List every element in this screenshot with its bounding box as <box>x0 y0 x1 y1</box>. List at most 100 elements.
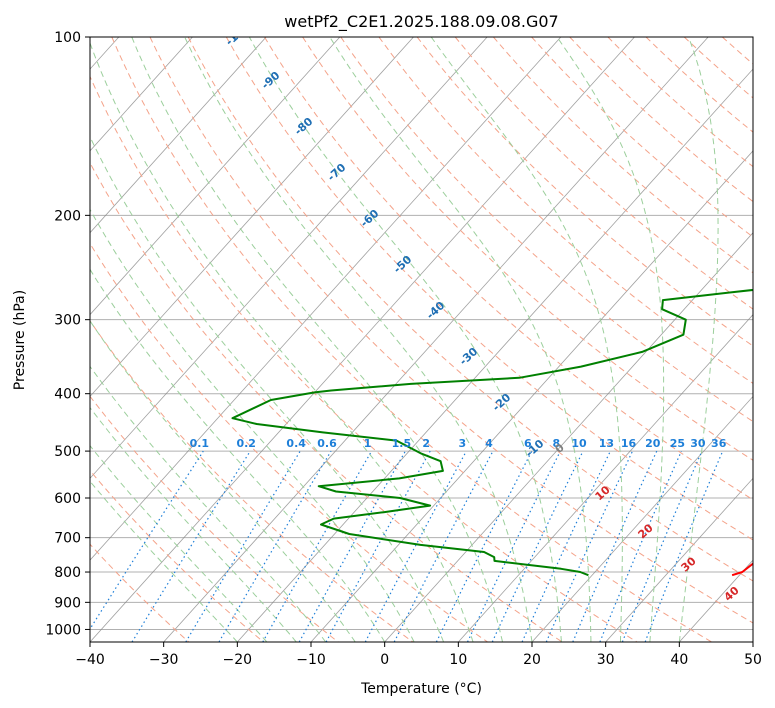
dry-adiabat-line <box>416 37 753 347</box>
y-tick-label: 900 <box>54 595 81 611</box>
dry-adiabat-line <box>264 37 753 501</box>
mixing-ratio-line <box>325 450 431 642</box>
x-tick-label: 50 <box>744 652 762 668</box>
mixing-ratio-label: 3 <box>459 437 467 450</box>
dry-adiabat-line <box>90 320 414 642</box>
mixing-ratio-line <box>185 450 301 642</box>
isotherm-line <box>384 232 753 642</box>
y-tick-label: 400 <box>54 387 81 403</box>
mixing-ratio-label: 0.1 <box>190 437 210 450</box>
dry-adiabat-line <box>90 395 339 642</box>
mixing-ratio-label: 0.4 <box>286 437 306 450</box>
mixing-ratio-label: 10 <box>571 437 587 450</box>
moist-adiabats <box>90 37 719 642</box>
x-axis-ticks: −40 −30 −20 −10 0 10 20 30 40 50 <box>75 642 762 668</box>
x-tick-label: −30 <box>149 652 179 668</box>
dry-adiabat-line <box>90 161 563 642</box>
dry-adiabat-line <box>90 75 638 642</box>
mixing-ratio-line <box>90 450 204 631</box>
x-tick-label: 10 <box>449 652 467 668</box>
moist-adiabat-line <box>678 37 719 642</box>
line-labels: 0.10.20.40.611.52346810131620253036-100-… <box>190 20 742 604</box>
moist-adiabat-line <box>430 37 623 642</box>
dry-adiabat-label: -100 <box>223 20 252 48</box>
isotherm-line <box>90 37 341 316</box>
dry-adiabat-line <box>90 469 264 642</box>
mixing-ratio-label: 2 <box>422 437 430 450</box>
dry-adiabat-line <box>149 37 753 624</box>
dry-adiabat-line <box>111 37 712 642</box>
mixing-ratio-label: 20 <box>645 437 661 450</box>
dry-adiabat-line <box>187 37 753 582</box>
mixing-ratio-label: 30 <box>690 437 706 450</box>
mixing-ratio-label: 13 <box>599 437 614 450</box>
y-tick-label: 300 <box>54 313 81 329</box>
isotherm-line <box>90 37 488 479</box>
mixing-ratio-label: 1.5 <box>392 437 412 450</box>
moist-adiabat-line <box>90 480 238 642</box>
dewpoint-profile-line <box>231 288 753 577</box>
mixing-ratio-label: 8 <box>553 437 561 450</box>
moist-adiabat-line <box>90 268 386 642</box>
isotherm-line <box>163 37 709 642</box>
dry-adiabat-line <box>569 37 753 203</box>
y-tick-label: 1000 <box>45 622 81 638</box>
moist-adiabat-line <box>90 319 356 642</box>
dry-adiabats <box>90 37 753 642</box>
moist-adiabat-line <box>90 406 297 642</box>
moist-adiabat-line <box>131 37 503 642</box>
x-tick-label: −10 <box>296 652 326 668</box>
moist-adiabat-line <box>90 41 474 642</box>
mixing-ratio-label: 4 <box>485 437 493 450</box>
mixing-ratio-line <box>131 450 251 642</box>
isotherm-line <box>605 477 753 642</box>
x-tick-label: 40 <box>670 652 688 668</box>
moist-adiabat-line <box>90 208 415 642</box>
dry-adiabat-line <box>378 37 753 384</box>
mixing-ratio-label: 1 <box>364 437 372 450</box>
moist-adiabat-line <box>90 365 327 642</box>
dry-adiabat-line <box>225 37 753 541</box>
isotherm-line <box>90 37 562 561</box>
mixing-ratio-lines <box>90 450 724 642</box>
y-tick-label: 600 <box>54 491 81 507</box>
mixing-ratio-label: 0.2 <box>236 437 256 450</box>
y-tick-label: 100 <box>54 30 81 46</box>
plot-frame <box>89 36 754 643</box>
isotherm-line <box>90 37 267 234</box>
moist-adiabat-line <box>329 37 592 642</box>
y-tick-label: 800 <box>54 565 81 581</box>
x-tick-label: 0 <box>380 652 389 668</box>
x-tick-label: −40 <box>75 652 105 668</box>
isotherm-line <box>90 37 414 398</box>
mixing-ratio-line <box>364 450 467 642</box>
moist-adiabat-line <box>184 37 533 642</box>
dry-adiabat-line <box>340 37 753 423</box>
mixing-ratio-line <box>521 450 611 642</box>
isotherm-line <box>90 37 193 152</box>
y-tick-label: 700 <box>54 531 81 547</box>
mixing-ratio-label: 0.6 <box>317 437 337 450</box>
profile-lines <box>231 288 753 577</box>
mixing-ratio-line <box>491 450 584 642</box>
x-axis-label: Temperature (°C) <box>360 681 482 697</box>
mixing-ratio-line <box>466 450 561 642</box>
chart-title: wetPf2_C2E1.2025.188.09.08.G07 <box>284 12 558 32</box>
dry-adiabat-line <box>90 242 488 642</box>
dry-adiabat-line <box>531 37 753 238</box>
moist-adiabat-line <box>248 37 562 642</box>
mixing-ratio-label: 25 <box>670 437 685 450</box>
mixing-ratio-label: 6 <box>524 437 532 450</box>
isotherm-line <box>90 37 635 642</box>
x-tick-label: 30 <box>597 652 615 668</box>
x-tick-label: −20 <box>223 652 253 668</box>
dry-adiabat-line <box>302 37 753 461</box>
y-axis-ticks: 1000 900 800 700 600 500 400 300 200 100 <box>45 30 90 638</box>
moist-adiabat-line <box>90 135 445 642</box>
mixing-ratio-label: 36 <box>711 437 727 450</box>
y-tick-label: 500 <box>54 444 81 460</box>
x-tick-label: 20 <box>523 652 541 668</box>
y-axis-label: Pressure (hPa) <box>12 290 28 390</box>
